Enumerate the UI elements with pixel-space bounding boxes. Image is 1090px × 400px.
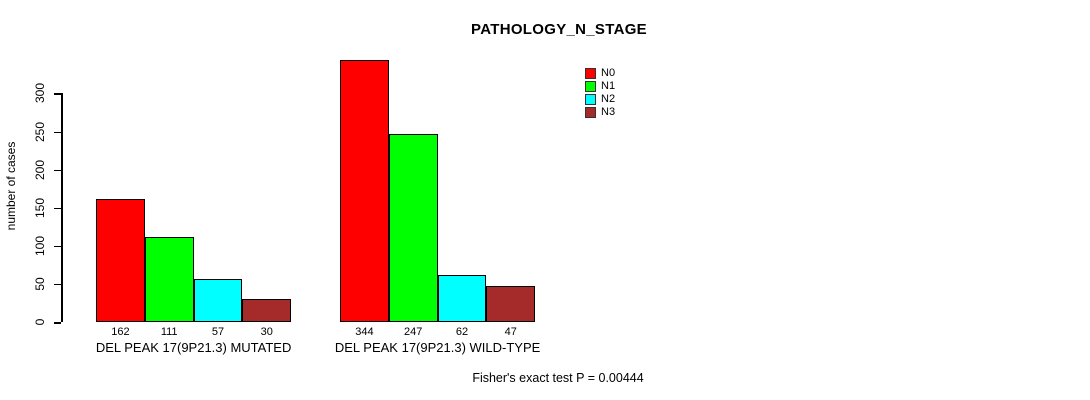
bar-n2-group1 (193, 278, 243, 322)
legend-label: N0 (601, 67, 616, 79)
y-tick-mark (54, 131, 61, 133)
legend-swatch-n3-icon (585, 106, 596, 118)
bar-value-label: 111 (160, 326, 178, 338)
legend-item-n1: N1 (585, 80, 615, 92)
y-tick-label: 0 (33, 318, 47, 326)
bar-value-label: 30 (260, 326, 273, 338)
y-axis-label: number of cases (4, 141, 18, 231)
group-label: DEL PEAK 17(9P21.3) WILD-TYPE (334, 340, 541, 355)
bar-n0-group1 (96, 198, 145, 322)
bar-n1-group1 (144, 237, 194, 322)
bar-value-label: 344 (355, 326, 374, 338)
group-label: DEL PEAK 17(9P21.3) MUTATED (95, 340, 292, 355)
legend-item-n0: N0 (585, 67, 615, 79)
y-tick-mark (54, 169, 61, 172)
y-tick-mark (54, 245, 61, 248)
legend-item-n2: N2 (585, 93, 615, 105)
bar-value-label: 162 (111, 326, 130, 338)
y-tick-mark (54, 322, 61, 324)
chart-title: PATHOLOGY_N_STAGE (471, 21, 647, 38)
bar-n3-group2 (486, 286, 536, 322)
y-tick-label: 200 (33, 159, 47, 180)
legend-label: N2 (601, 93, 616, 105)
legend-swatch-n1-icon (585, 80, 596, 92)
y-tick-label: 300 (33, 83, 47, 104)
y-tick-mark (54, 207, 61, 210)
legend-item-n3: N3 (585, 106, 615, 118)
bar-n1-group2 (388, 133, 438, 322)
legend-swatch-n2-icon (585, 93, 596, 105)
bar-n2-group2 (437, 274, 487, 322)
bar-n0-group2 (340, 59, 389, 322)
bar-value-label: 247 (404, 326, 423, 338)
bar-n3-group1 (242, 299, 292, 322)
legend-label: N1 (601, 80, 616, 92)
y-tick-mark (54, 283, 61, 286)
legend-swatch-n0-icon (585, 67, 596, 79)
fisher-test-annotation: Fisher's exact test P = 0.00444 (472, 371, 644, 385)
bar-value-label: 62 (455, 326, 469, 338)
y-tick-label: 100 (33, 235, 47, 256)
y-axis-line (61, 93, 63, 322)
bar-value-label: 47 (504, 326, 517, 338)
bar-value-label: 57 (211, 326, 225, 338)
legend-label: N3 (601, 106, 616, 118)
y-tick-label: 150 (33, 197, 47, 218)
y-tick-mark (54, 93, 61, 95)
y-tick-label: 250 (33, 121, 47, 142)
y-tick-label: 50 (33, 277, 47, 291)
